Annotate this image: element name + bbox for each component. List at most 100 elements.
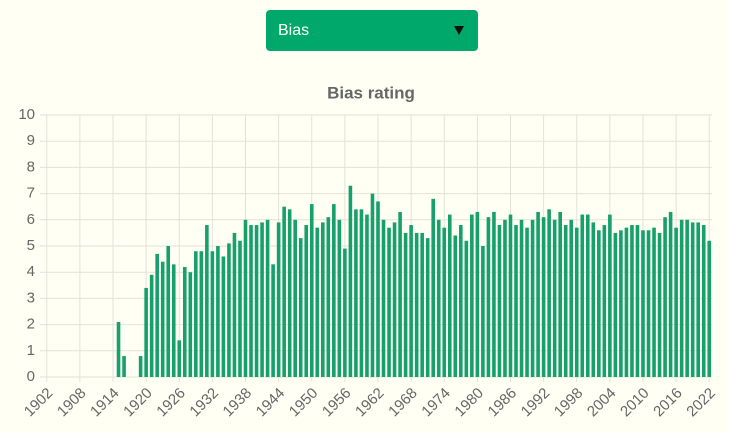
bar — [232, 232, 237, 377]
bar — [365, 214, 369, 377]
y-tick-label: 1 — [27, 342, 35, 359]
bar — [227, 243, 231, 377]
bar — [216, 246, 220, 377]
bar — [514, 225, 518, 377]
bar — [696, 222, 700, 377]
bar — [635, 225, 640, 377]
bar — [271, 264, 275, 377]
bar — [519, 219, 524, 377]
bar — [580, 214, 585, 377]
bar — [166, 246, 171, 377]
y-tick-label: 10 — [18, 106, 35, 123]
bar — [238, 240, 242, 377]
x-tick-label: 1956 — [319, 385, 355, 421]
bar — [591, 222, 596, 377]
bar — [657, 232, 662, 377]
bar — [453, 235, 458, 377]
bar — [674, 227, 678, 377]
bar — [508, 214, 513, 377]
y-tick-label: 8 — [27, 158, 35, 175]
dropdown-value: Bias — [278, 22, 309, 39]
bar — [282, 206, 286, 377]
bar — [652, 227, 656, 377]
bar — [707, 240, 712, 377]
dropdown[interactable] — [266, 10, 478, 51]
bar — [276, 222, 281, 377]
bar — [492, 211, 496, 377]
bar — [464, 240, 469, 377]
bar — [574, 227, 579, 377]
bar — [431, 198, 436, 377]
x-tick-label: 1992 — [518, 385, 554, 421]
x-tick-label: 2010 — [617, 385, 653, 421]
bar — [392, 222, 397, 377]
bar — [525, 227, 529, 377]
bar — [265, 219, 270, 377]
bar — [420, 232, 424, 377]
bar — [194, 251, 198, 377]
bar — [602, 225, 607, 377]
bar — [414, 232, 419, 377]
bar — [563, 225, 568, 377]
bar — [486, 217, 491, 377]
bar — [116, 321, 121, 377]
bar — [569, 219, 574, 377]
bar — [701, 225, 706, 377]
bar — [199, 251, 204, 377]
x-tick-label: 1908 — [54, 385, 90, 421]
bar — [144, 287, 148, 377]
bar — [547, 209, 551, 377]
bar — [177, 340, 182, 377]
x-tick-label: 1914 — [87, 385, 123, 421]
bar — [320, 222, 325, 377]
bar — [376, 201, 380, 377]
y-tick-label: 4 — [27, 263, 35, 280]
bar — [585, 214, 590, 377]
bar — [503, 219, 507, 377]
bar — [630, 225, 634, 377]
bar — [481, 246, 485, 377]
bar — [337, 219, 342, 377]
bar — [254, 225, 259, 377]
bar — [619, 230, 623, 377]
bar — [354, 209, 358, 377]
x-tick-label: 1950 — [286, 385, 322, 421]
bar — [597, 230, 601, 377]
chart-title: Bias rating — [327, 83, 415, 102]
dropdown-arrow — [454, 26, 464, 35]
bar — [309, 204, 314, 377]
bar — [470, 214, 474, 377]
bar — [138, 356, 143, 377]
bar — [343, 248, 347, 377]
bar — [332, 204, 336, 377]
bar — [624, 227, 629, 377]
bar — [442, 227, 447, 377]
x-tick-label: 1902 — [21, 385, 57, 421]
bar — [221, 256, 226, 377]
x-tick-label: 1986 — [485, 385, 521, 421]
bar — [398, 211, 402, 377]
x-tick-label: 1980 — [451, 385, 487, 421]
bar — [348, 185, 353, 377]
bar — [436, 219, 441, 377]
bar — [668, 211, 673, 377]
bar — [541, 217, 546, 377]
x-tick-label: 1944 — [253, 385, 289, 421]
x-tick-label: 1920 — [120, 385, 156, 421]
bar — [249, 225, 253, 377]
bar — [326, 217, 331, 377]
bar — [425, 238, 430, 377]
x-tick-label: 1932 — [186, 385, 222, 421]
bar — [641, 230, 645, 377]
bar — [260, 222, 264, 377]
bar — [370, 193, 375, 377]
x-tick-label: 1998 — [551, 385, 587, 421]
bar — [210, 251, 215, 377]
bar — [287, 209, 292, 377]
bar — [558, 211, 562, 377]
bar — [122, 356, 126, 377]
y-tick-label: 7 — [27, 185, 35, 202]
bar — [387, 227, 391, 377]
y-tick-label: 0 — [27, 368, 35, 385]
bar — [475, 211, 480, 377]
